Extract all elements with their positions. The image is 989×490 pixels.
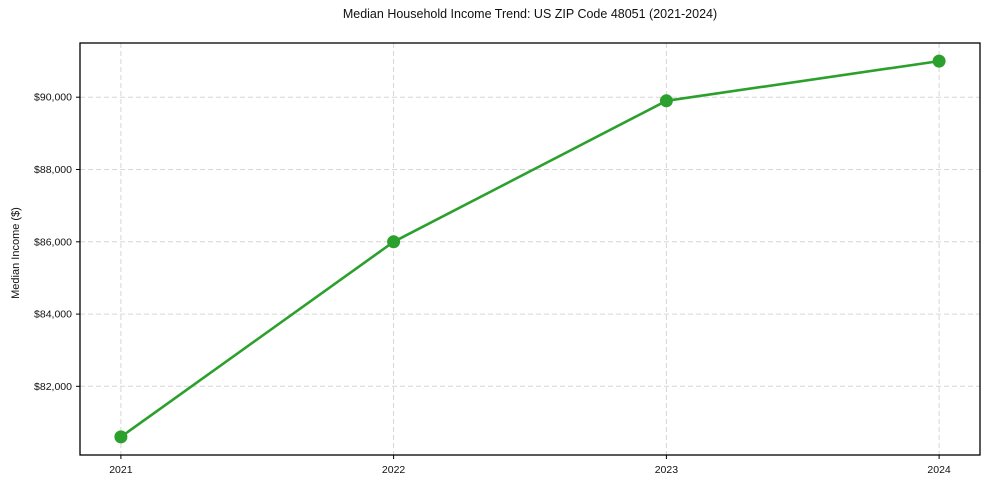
chart-title: Median Household Income Trend: US ZIP Co…	[342, 7, 718, 21]
y-tick-label: $88,000	[34, 164, 72, 176]
y-tick-label: $86,000	[34, 236, 72, 248]
data-point-marker	[659, 94, 673, 108]
data-point-marker	[114, 430, 128, 444]
x-tick-label: 2021	[109, 464, 133, 476]
data-point-marker	[387, 235, 401, 249]
x-tick-label: 2023	[655, 464, 679, 476]
y-tick-label: $84,000	[34, 309, 72, 321]
x-tick-label: 2024	[927, 464, 951, 476]
income-trend-line	[119, 59, 941, 439]
x-tick-label: 2022	[382, 464, 406, 476]
y-tick-label: $90,000	[34, 92, 72, 104]
data-point-marker	[932, 54, 946, 68]
y-tick-label: $82,000	[34, 381, 72, 393]
plot-border	[79, 42, 981, 456]
